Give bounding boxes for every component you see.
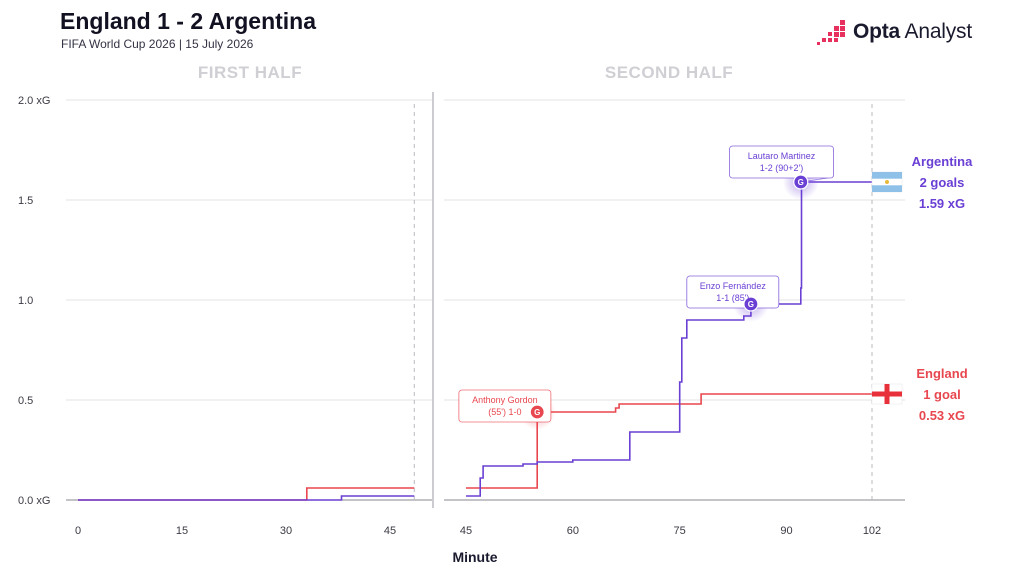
brand-light: Analyst: [904, 20, 973, 43]
series-line-argentina-second-half: [466, 181, 872, 497]
argentina-flag-icon: [871, 171, 903, 193]
annotation-box: [458, 389, 552, 423]
series-line-england-first-half: [78, 487, 415, 501]
flag-sun: [885, 180, 889, 184]
team-label-argentina: 2 goals: [920, 175, 965, 190]
goal-marker: [743, 296, 759, 312]
chart-subtitle: FIFA World Cup 2026 | 15 July 2026: [61, 37, 254, 51]
goal-marker: [793, 174, 809, 190]
x-tick-label: 45: [384, 525, 396, 537]
flag-stripe-bottom: [872, 185, 902, 192]
flag-cross-v: [884, 384, 890, 404]
goal-marker-label: G: [798, 178, 804, 187]
annotation-text: 1-2 (90+2'): [760, 163, 804, 173]
annotation-box: [729, 145, 834, 179]
annotation-text: 1-1 (85'): [716, 293, 749, 303]
x-tick-label: 75: [674, 525, 686, 537]
team-label-argentina: Argentina: [912, 154, 973, 169]
england-flag-icon: [871, 383, 903, 405]
x-tick-label: 60: [567, 525, 579, 537]
chart-title: England 1 - 2 Argentina: [60, 8, 317, 34]
brand: Opta Analyst: [816, 18, 972, 46]
team-label-argentina: 1.59 xG: [919, 196, 965, 211]
goal-marker-label: G: [534, 408, 540, 417]
annotation-text: (55') 1-0: [488, 407, 521, 417]
x-tick-label: 15: [176, 525, 188, 537]
x-tick-label: 45: [460, 525, 472, 537]
flag-stripe-top: [872, 172, 902, 179]
y-tick-label: 1.5: [18, 195, 33, 207]
brand-text: Opta Analyst: [853, 20, 972, 44]
team-label-england: England: [916, 366, 967, 381]
x-tick-label: 90: [780, 525, 792, 537]
series-line-england-second-half: [466, 393, 872, 489]
half-label: FIRST HALF: [198, 63, 302, 82]
x-tick-label: 30: [280, 525, 292, 537]
x-tick-label: 0: [75, 525, 81, 537]
annotation-text: Enzo Fernández: [700, 281, 767, 291]
y-tick-label: 0.5: [18, 395, 33, 407]
half-label: SECOND HALF: [605, 63, 733, 82]
series-line-argentina-first-half: [78, 495, 415, 501]
brand-bold: Opta: [853, 20, 901, 43]
x-axis-title: Minute: [452, 549, 497, 565]
x-tick-label: 102: [863, 525, 881, 537]
goal-marker: [529, 404, 545, 420]
y-tick-label: 1.0: [18, 295, 33, 307]
opta-logo-icon: [817, 20, 845, 45]
team-label-england: 1 goal: [923, 387, 961, 402]
y-tick-label: 2.0 xG: [18, 95, 50, 107]
annotation-text: Anthony Gordon: [472, 395, 538, 405]
team-label-england: 0.53 xG: [919, 408, 965, 423]
goal-marker-label: G: [748, 300, 754, 309]
y-tick-label: 0.0 xG: [18, 495, 50, 507]
annotation-text: Lautaro Martinez: [748, 151, 816, 161]
